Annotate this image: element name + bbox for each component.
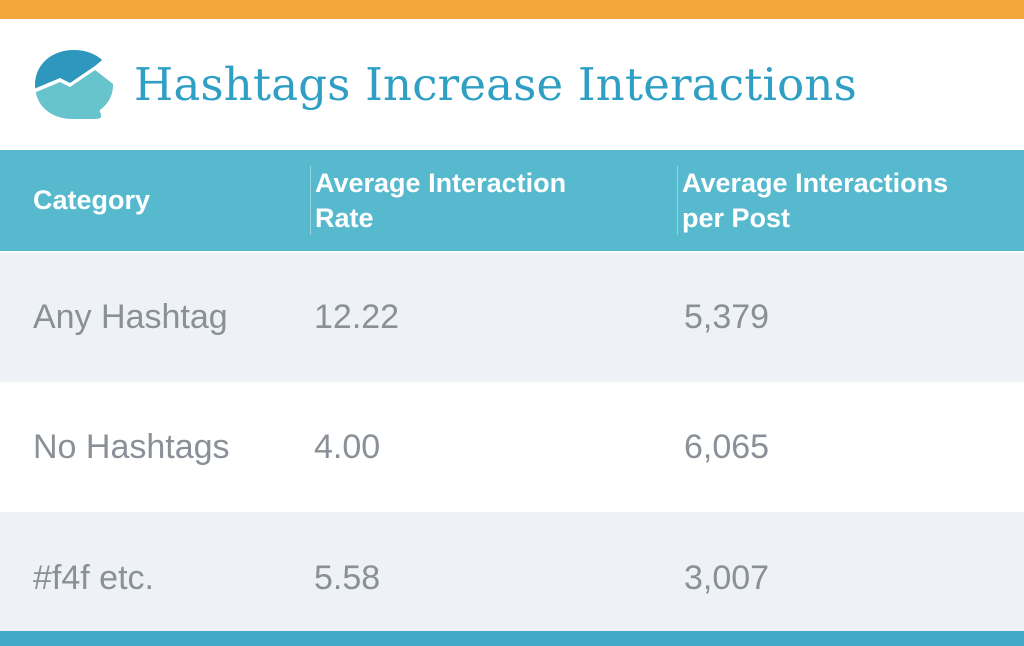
table-row: #f4f etc. 5.58 3,007 xyxy=(0,512,1024,645)
column-header-avg-interaction-rate: Average Interaction Rate xyxy=(310,165,677,236)
cell-avg-interactions-per-post: 5,379 xyxy=(684,298,770,336)
table-row: No Hashtags 4.00 6,065 xyxy=(0,382,1024,512)
column-header-avg-interactions-per-post: Average Interactions per Post xyxy=(677,165,1024,236)
brand-logo-icon xyxy=(31,48,117,121)
cell-avg-interaction-rate: 4.00 xyxy=(314,427,381,466)
cell-avg-interactions-per-post: 6,065 xyxy=(684,427,770,466)
table-header-row: Category Average Interaction Rate Averag… xyxy=(0,150,1024,253)
cell-category: Any Hashtag xyxy=(33,298,228,336)
cell-avg-interactions-per-post: 3,007 xyxy=(684,559,770,597)
bottom-accent-bar xyxy=(0,631,1024,646)
cell-avg-interaction-rate: 5.58 xyxy=(314,559,381,597)
top-accent-bar xyxy=(0,0,1024,19)
cell-category: #f4f etc. xyxy=(33,559,154,597)
table-row: Any Hashtag 12.22 5,379 xyxy=(0,253,1024,382)
cell-avg-interaction-rate: 12.22 xyxy=(314,298,400,336)
page-title: Hashtags Increase Interactions xyxy=(134,58,857,111)
column-header-category: Category xyxy=(33,185,151,216)
cell-category: No Hashtags xyxy=(33,427,230,466)
brand-header: Hashtags Increase Interactions xyxy=(0,19,1024,150)
data-table: Category Average Interaction Rate Averag… xyxy=(0,150,1024,646)
